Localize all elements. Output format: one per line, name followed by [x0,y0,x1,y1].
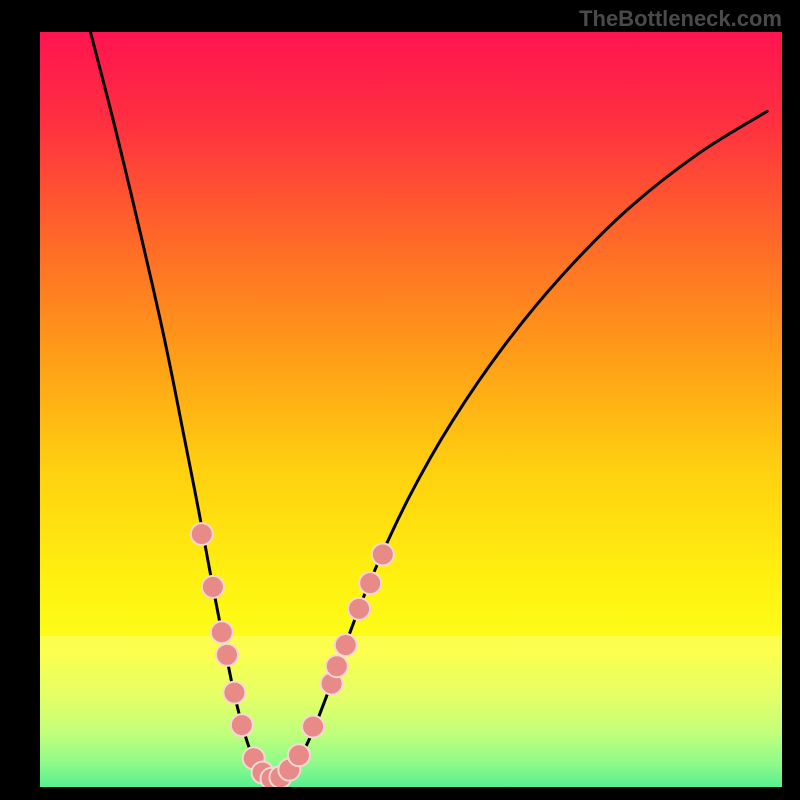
marker-point [302,716,324,738]
marker-point [326,655,348,677]
marker-point [211,621,233,643]
watermark-text: TheBottleneck.com [579,6,782,32]
chart-svg [40,32,782,787]
marker-point [231,714,253,736]
marker-point [223,682,245,704]
marker-point [191,523,213,545]
marker-point [372,543,394,565]
plot-area [40,32,782,787]
marker-point [288,744,310,766]
marker-point [359,572,381,594]
marker-point [202,576,224,598]
marker-point [348,598,370,620]
marker-point [216,644,238,666]
marker-point [335,634,357,656]
